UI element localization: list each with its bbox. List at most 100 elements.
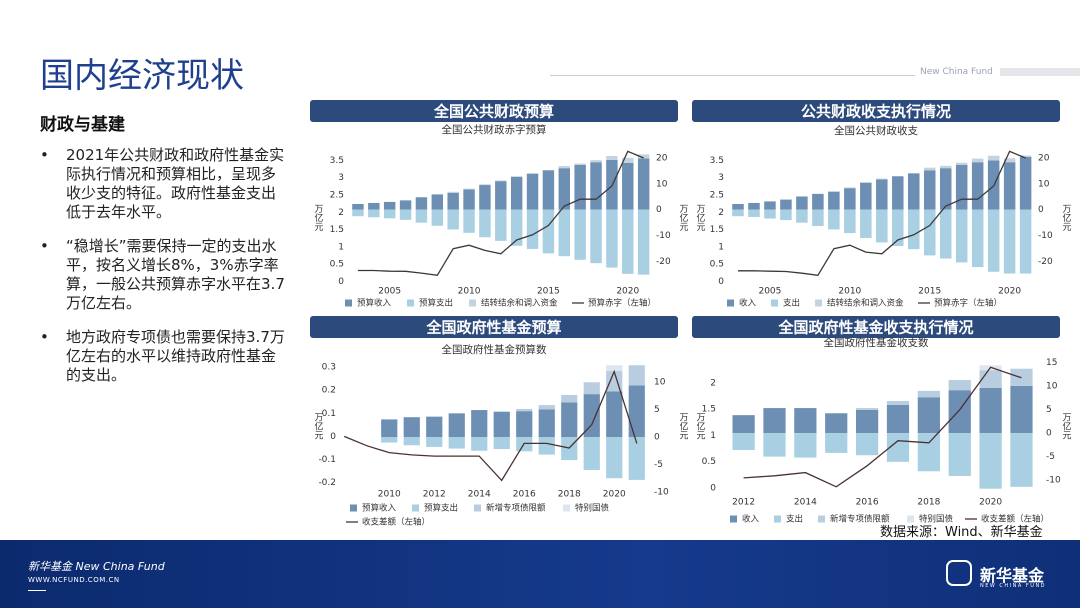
y2-tick-label: -10 (1046, 476, 1061, 486)
chart-title: 全国公共财政预算 (433, 103, 554, 121)
bar (763, 433, 786, 457)
y-tick-label: 0.2 (322, 386, 336, 396)
y-axis-label: 万亿元 (695, 204, 706, 232)
legend-label: 结转结余和调入资金 (827, 298, 904, 309)
bar (538, 437, 555, 455)
bar (574, 209, 586, 260)
bar (583, 382, 600, 395)
bar (479, 185, 491, 210)
bar (495, 180, 507, 182)
bar (495, 209, 507, 241)
chart-title: 公共财政收支执行情况 (801, 103, 951, 121)
y2-tick-label: -10 (656, 231, 671, 241)
bar (844, 187, 856, 189)
bar (828, 191, 840, 192)
bar (860, 182, 872, 183)
y-axis-label: 万亿元 (695, 413, 706, 441)
bar (538, 405, 555, 410)
bar (748, 202, 760, 210)
bar (628, 365, 645, 386)
y-tick-label: 0 (338, 277, 344, 287)
bar (426, 416, 443, 437)
logo-icon (946, 560, 972, 586)
legend-swatch (474, 504, 481, 512)
y-tick-label: -0.2 (318, 478, 336, 488)
bar (526, 209, 539, 249)
bar (637, 158, 650, 210)
y2-tick-label: 20 (1038, 153, 1050, 163)
y2-tick-label: 0 (656, 205, 662, 215)
y-tick-label: 3 (338, 173, 344, 183)
bar (987, 209, 1000, 272)
bar (426, 437, 443, 447)
bar (763, 408, 786, 434)
bar (368, 202, 380, 210)
bar (495, 181, 507, 210)
x-tick-label: 2018 (558, 490, 581, 500)
bar (542, 170, 555, 210)
footer-url: WWW.NCFUND.COM.CN (28, 576, 120, 584)
bar (764, 209, 776, 219)
bar (516, 411, 533, 437)
bar (732, 209, 744, 217)
y-tick-label: 1.5 (330, 225, 344, 235)
bar (860, 182, 872, 210)
bar (812, 209, 824, 227)
legend-swatch (727, 299, 734, 307)
x-tick-label: 2010 (378, 490, 401, 500)
y2-tick-label: -20 (656, 257, 671, 267)
bar (1003, 162, 1016, 210)
bar (399, 200, 412, 210)
bullet: “稳增长”需要保持一定的支出水平，按名义增长8%，3%赤字率算，一般公共预算赤字… (40, 237, 290, 313)
legend-label: 新增专项债限额 (830, 514, 890, 525)
bar (415, 197, 428, 210)
bar (381, 437, 398, 443)
slide-title: 国内经济现状 (40, 56, 244, 96)
x-tick-label: 2005 (378, 287, 401, 297)
bar (1019, 209, 1032, 274)
bar (923, 209, 936, 256)
y-tick-label: 1 (710, 431, 716, 441)
y-tick-label: 2 (710, 379, 716, 389)
x-tick-label: 2016 (856, 498, 879, 508)
bar (606, 437, 623, 479)
bar (583, 437, 600, 470)
legend-swatch (345, 299, 352, 307)
y-tick-label: 0.3 (322, 362, 336, 372)
legend-swatch (771, 299, 778, 307)
bar (948, 380, 971, 391)
legend-label: 预算支出 (424, 503, 458, 514)
x-tick-label: 2020 (616, 287, 639, 297)
x-tick-label: 2016 (513, 490, 536, 500)
legend-label: 预算赤字（左轴） (934, 298, 1002, 309)
x-tick-label: 2020 (603, 490, 626, 500)
bar (955, 164, 968, 210)
bar (352, 209, 364, 217)
line (343, 369, 638, 482)
x-tick-label: 2012 (423, 490, 446, 500)
bar (794, 408, 817, 434)
bar (471, 437, 488, 451)
bar (886, 433, 910, 462)
bar (855, 408, 879, 410)
bar (399, 209, 412, 220)
bar (561, 394, 578, 403)
bar (923, 167, 936, 171)
y2-tick-label: -20 (1038, 257, 1053, 267)
bar (415, 209, 428, 223)
y-tick-label: 0.1 (322, 409, 336, 419)
bar (1003, 158, 1016, 163)
bar (955, 162, 968, 165)
bar (886, 401, 910, 405)
bar (971, 209, 984, 268)
x-tick-label: 2015 (537, 287, 560, 297)
legend-swatch (774, 515, 781, 523)
bar (939, 165, 952, 169)
chart-title: 全国政府性基金预算 (425, 319, 561, 337)
line (738, 150, 1026, 276)
legend-swatch (407, 299, 414, 307)
bar (381, 419, 398, 437)
y2-tick-label: -10 (1038, 231, 1053, 241)
bar (606, 365, 623, 371)
legend-label: 支出 (783, 298, 800, 309)
